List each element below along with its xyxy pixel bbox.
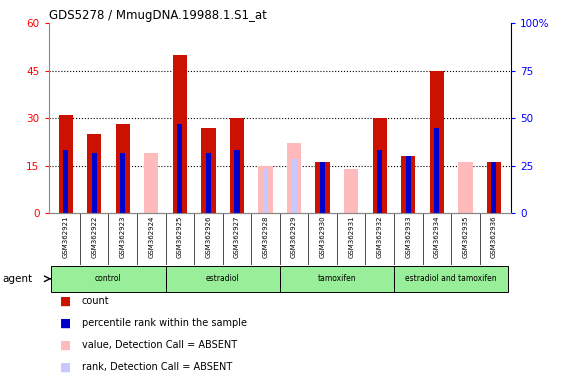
Text: GSM362921: GSM362921 [63, 216, 69, 258]
Bar [234, 150, 239, 213]
Text: GDS5278 / MmugDNA.19988.1.S1_at: GDS5278 / MmugDNA.19988.1.S1_at [49, 9, 267, 22]
Text: tamoxifen: tamoxifen [317, 274, 356, 283]
Bar [58, 115, 73, 213]
Bar [344, 169, 358, 213]
Bar [280, 266, 394, 292]
Text: GSM362923: GSM362923 [120, 216, 126, 258]
Bar [206, 153, 211, 213]
Bar [144, 153, 158, 213]
Bar [87, 134, 102, 213]
Text: ■: ■ [60, 339, 71, 352]
Bar [287, 144, 301, 213]
Text: value, Detection Call = ABSENT: value, Detection Call = ABSENT [82, 340, 237, 350]
Text: GSM362936: GSM362936 [491, 216, 497, 258]
Text: control: control [95, 274, 122, 283]
Text: rank, Detection Call = ABSENT: rank, Detection Call = ABSENT [82, 362, 232, 372]
Bar [166, 266, 280, 292]
Text: estradiol and tamoxifen: estradiol and tamoxifen [405, 274, 497, 283]
Text: GSM362933: GSM362933 [405, 216, 411, 258]
Text: GSM362931: GSM362931 [348, 216, 354, 258]
Bar [258, 166, 272, 213]
Bar [491, 162, 496, 213]
Text: GSM362929: GSM362929 [291, 216, 297, 258]
Bar [201, 127, 215, 213]
Bar [394, 266, 508, 292]
Bar [51, 266, 166, 292]
Bar [405, 156, 411, 213]
Bar [230, 118, 244, 213]
Bar [63, 150, 69, 213]
Bar [172, 55, 187, 213]
Text: ■: ■ [60, 295, 71, 308]
Text: GSM362934: GSM362934 [434, 216, 440, 258]
Bar [120, 153, 125, 213]
Text: count: count [82, 296, 109, 306]
Bar [177, 124, 182, 213]
Bar [91, 153, 96, 213]
Text: GSM362926: GSM362926 [206, 216, 211, 258]
Bar [401, 156, 415, 213]
Text: GSM362928: GSM362928 [263, 216, 268, 258]
Bar [115, 124, 130, 213]
Bar [263, 169, 268, 213]
Text: estradiol: estradiol [206, 274, 240, 283]
Text: GSM362935: GSM362935 [463, 216, 468, 258]
Bar [430, 71, 444, 213]
Bar [434, 127, 440, 213]
Text: agent: agent [3, 274, 33, 284]
Bar [486, 162, 501, 213]
Text: ■: ■ [60, 317, 71, 330]
Text: GSM362932: GSM362932 [377, 216, 383, 258]
Text: GSM362930: GSM362930 [320, 216, 325, 258]
Bar [458, 162, 472, 213]
Bar [315, 162, 329, 213]
Bar [291, 159, 297, 213]
Text: ■: ■ [60, 361, 71, 374]
Bar [320, 162, 325, 213]
Text: GSM362924: GSM362924 [148, 216, 154, 258]
Bar [372, 118, 387, 213]
Bar [377, 150, 383, 213]
Text: GSM362927: GSM362927 [234, 216, 240, 258]
Text: GSM362922: GSM362922 [91, 216, 97, 258]
Text: percentile rank within the sample: percentile rank within the sample [82, 318, 247, 328]
Text: GSM362925: GSM362925 [177, 216, 183, 258]
